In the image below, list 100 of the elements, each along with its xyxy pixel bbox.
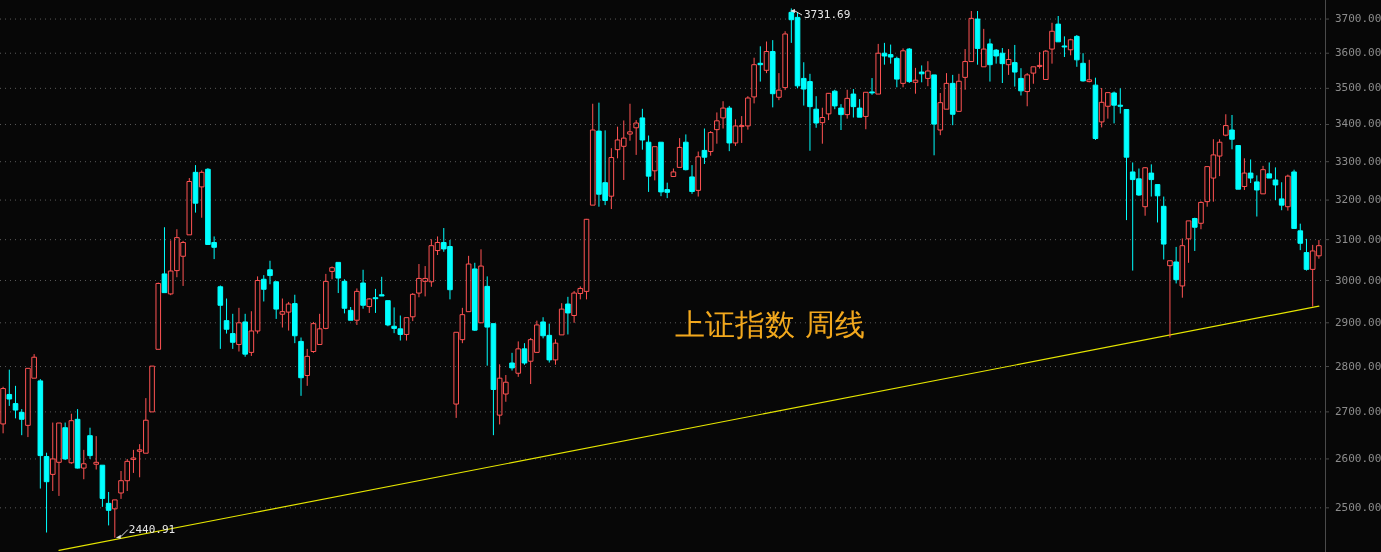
candlestick bbox=[1123, 109, 1130, 221]
candlestick bbox=[1191, 217, 1198, 252]
candlestick bbox=[1086, 59, 1093, 83]
candlestick bbox=[1285, 174, 1291, 212]
candlestick bbox=[695, 151, 702, 198]
candlestick bbox=[769, 39, 776, 108]
candlestick bbox=[12, 385, 19, 419]
y-tick-label: 2800.00 bbox=[1335, 359, 1381, 373]
candlestick bbox=[1303, 238, 1310, 272]
candlestick bbox=[292, 294, 298, 344]
candlestick bbox=[689, 164, 695, 195]
candlestick bbox=[43, 452, 50, 534]
y-tick-label: 2900.00 bbox=[1335, 315, 1381, 329]
candlestick bbox=[912, 67, 919, 95]
candlestick bbox=[130, 449, 137, 474]
candlestick bbox=[720, 100, 726, 130]
y-tick-label: 3100.00 bbox=[1335, 232, 1381, 246]
candlestick bbox=[87, 427, 93, 460]
candlestick bbox=[186, 177, 193, 236]
candlestick bbox=[62, 422, 68, 461]
candlestick bbox=[633, 119, 639, 156]
candlestick bbox=[378, 276, 385, 297]
candlestick bbox=[6, 369, 13, 407]
candlestick bbox=[831, 89, 838, 110]
candlestick bbox=[155, 282, 162, 350]
candlestick bbox=[74, 408, 81, 470]
candlestick bbox=[267, 260, 273, 285]
candlestick bbox=[223, 298, 230, 335]
y-tick-label: 3000.00 bbox=[1335, 273, 1381, 287]
y-tick-label: 3400.00 bbox=[1335, 117, 1381, 131]
text: 上证指数 周线 bbox=[675, 306, 865, 342]
candlestick bbox=[1254, 174, 1260, 218]
candlestick bbox=[757, 45, 764, 83]
candlestick bbox=[565, 296, 571, 335]
candlestick bbox=[949, 74, 956, 126]
candlestick bbox=[701, 128, 708, 165]
candlestick bbox=[813, 95, 819, 129]
candlestick bbox=[105, 491, 112, 526]
candlestick bbox=[341, 278, 348, 314]
candlestick bbox=[1223, 113, 1229, 137]
candlestick bbox=[707, 130, 714, 157]
candlestick bbox=[974, 10, 981, 66]
candlestick bbox=[1055, 15, 1062, 43]
y-tick-label: 2500.00 bbox=[1335, 500, 1381, 514]
candlestick bbox=[360, 269, 366, 310]
candlestick bbox=[869, 77, 875, 96]
candlestick bbox=[776, 72, 782, 101]
candlestick bbox=[509, 352, 515, 372]
candlestick bbox=[521, 342, 528, 366]
candlestick bbox=[1260, 165, 1266, 195]
candlestick bbox=[385, 300, 391, 327]
candlestick bbox=[68, 413, 75, 465]
candlestick bbox=[714, 111, 720, 145]
candlestick bbox=[260, 274, 267, 302]
candlestick bbox=[931, 74, 937, 156]
candlestick bbox=[1198, 200, 1204, 230]
candlestick bbox=[149, 365, 155, 413]
candlestick bbox=[1278, 181, 1285, 211]
candlestick bbox=[956, 73, 962, 112]
candlestick bbox=[99, 464, 106, 508]
candlestick bbox=[372, 288, 379, 314]
candlestick bbox=[1229, 114, 1235, 150]
candlestick bbox=[645, 135, 652, 193]
candlestick bbox=[1067, 38, 1074, 56]
candlestick bbox=[639, 108, 646, 151]
candlestick bbox=[1272, 166, 1279, 201]
candlestick bbox=[894, 56, 900, 88]
candlestick bbox=[875, 43, 882, 95]
candlestick bbox=[1148, 163, 1155, 198]
candlestick bbox=[763, 41, 770, 74]
candlestick bbox=[0, 386, 6, 434]
candlestick bbox=[1154, 184, 1161, 223]
candlestick bbox=[229, 313, 236, 350]
candlestick bbox=[242, 313, 248, 358]
candlestick bbox=[335, 261, 342, 294]
candlestick bbox=[925, 60, 931, 87]
candlestick bbox=[1074, 34, 1080, 68]
y-tick-label: 2700.00 bbox=[1335, 404, 1381, 418]
candlestick bbox=[403, 317, 410, 342]
candlestick bbox=[465, 255, 472, 313]
y-tick-label: 3700.00 bbox=[1335, 12, 1381, 26]
y-tick-label: 3600.00 bbox=[1335, 46, 1381, 60]
y-tick-label: 3300.00 bbox=[1335, 154, 1381, 168]
candlestick bbox=[844, 89, 850, 120]
y-tick-label: 3500.00 bbox=[1335, 81, 1381, 95]
candlestick bbox=[1018, 67, 1024, 96]
candlestick bbox=[863, 91, 869, 130]
candlestick bbox=[1160, 196, 1167, 261]
candlestick bbox=[1061, 35, 1068, 58]
candlestick bbox=[670, 168, 677, 178]
candlestick bbox=[354, 287, 360, 326]
candlestick bbox=[273, 280, 279, 320]
candlestick bbox=[1241, 157, 1248, 191]
y-tick-label: 2600.00 bbox=[1335, 451, 1381, 465]
candlestick bbox=[1092, 77, 1099, 141]
candlestick bbox=[918, 64, 925, 83]
candlestick bbox=[726, 105, 733, 152]
candlestick bbox=[37, 378, 44, 490]
candlestick bbox=[552, 338, 559, 366]
candlestick bbox=[856, 98, 863, 118]
